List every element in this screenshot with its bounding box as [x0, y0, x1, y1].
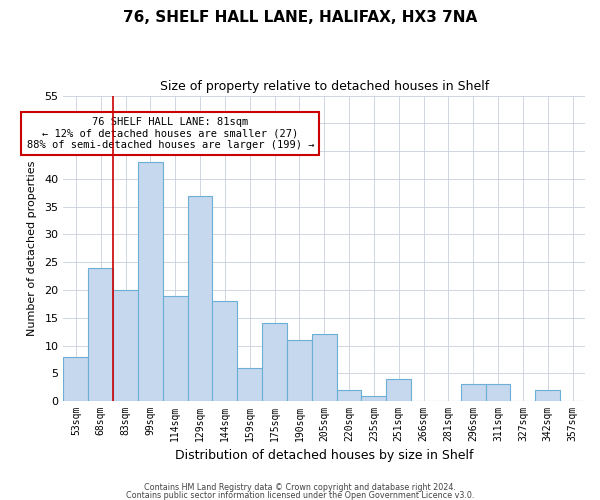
Text: 76, SHELF HALL LANE, HALIFAX, HX3 7NA: 76, SHELF HALL LANE, HALIFAX, HX3 7NA [123, 10, 477, 25]
Bar [535, 390, 560, 401]
Text: Contains HM Land Registry data © Crown copyright and database right 2024.: Contains HM Land Registry data © Crown c… [144, 484, 456, 492]
Y-axis label: Number of detached properties: Number of detached properties [28, 160, 37, 336]
Bar [163, 296, 188, 401]
Bar [337, 390, 361, 401]
X-axis label: Distribution of detached houses by size in Shelf: Distribution of detached houses by size … [175, 450, 473, 462]
Bar [212, 301, 237, 401]
Bar [262, 324, 287, 401]
Bar [461, 384, 485, 401]
Bar [237, 368, 262, 401]
Bar [113, 290, 138, 401]
Text: Contains public sector information licensed under the Open Government Licence v3: Contains public sector information licen… [126, 490, 474, 500]
Bar [485, 384, 511, 401]
Bar [361, 396, 386, 401]
Bar [88, 268, 113, 401]
Title: Size of property relative to detached houses in Shelf: Size of property relative to detached ho… [160, 80, 489, 93]
Bar [287, 340, 312, 401]
Text: 76 SHELF HALL LANE: 81sqm
← 12% of detached houses are smaller (27)
88% of semi-: 76 SHELF HALL LANE: 81sqm ← 12% of detac… [26, 117, 314, 150]
Bar [188, 196, 212, 401]
Bar [138, 162, 163, 401]
Bar [386, 379, 411, 401]
Bar [312, 334, 337, 401]
Bar [64, 356, 88, 401]
